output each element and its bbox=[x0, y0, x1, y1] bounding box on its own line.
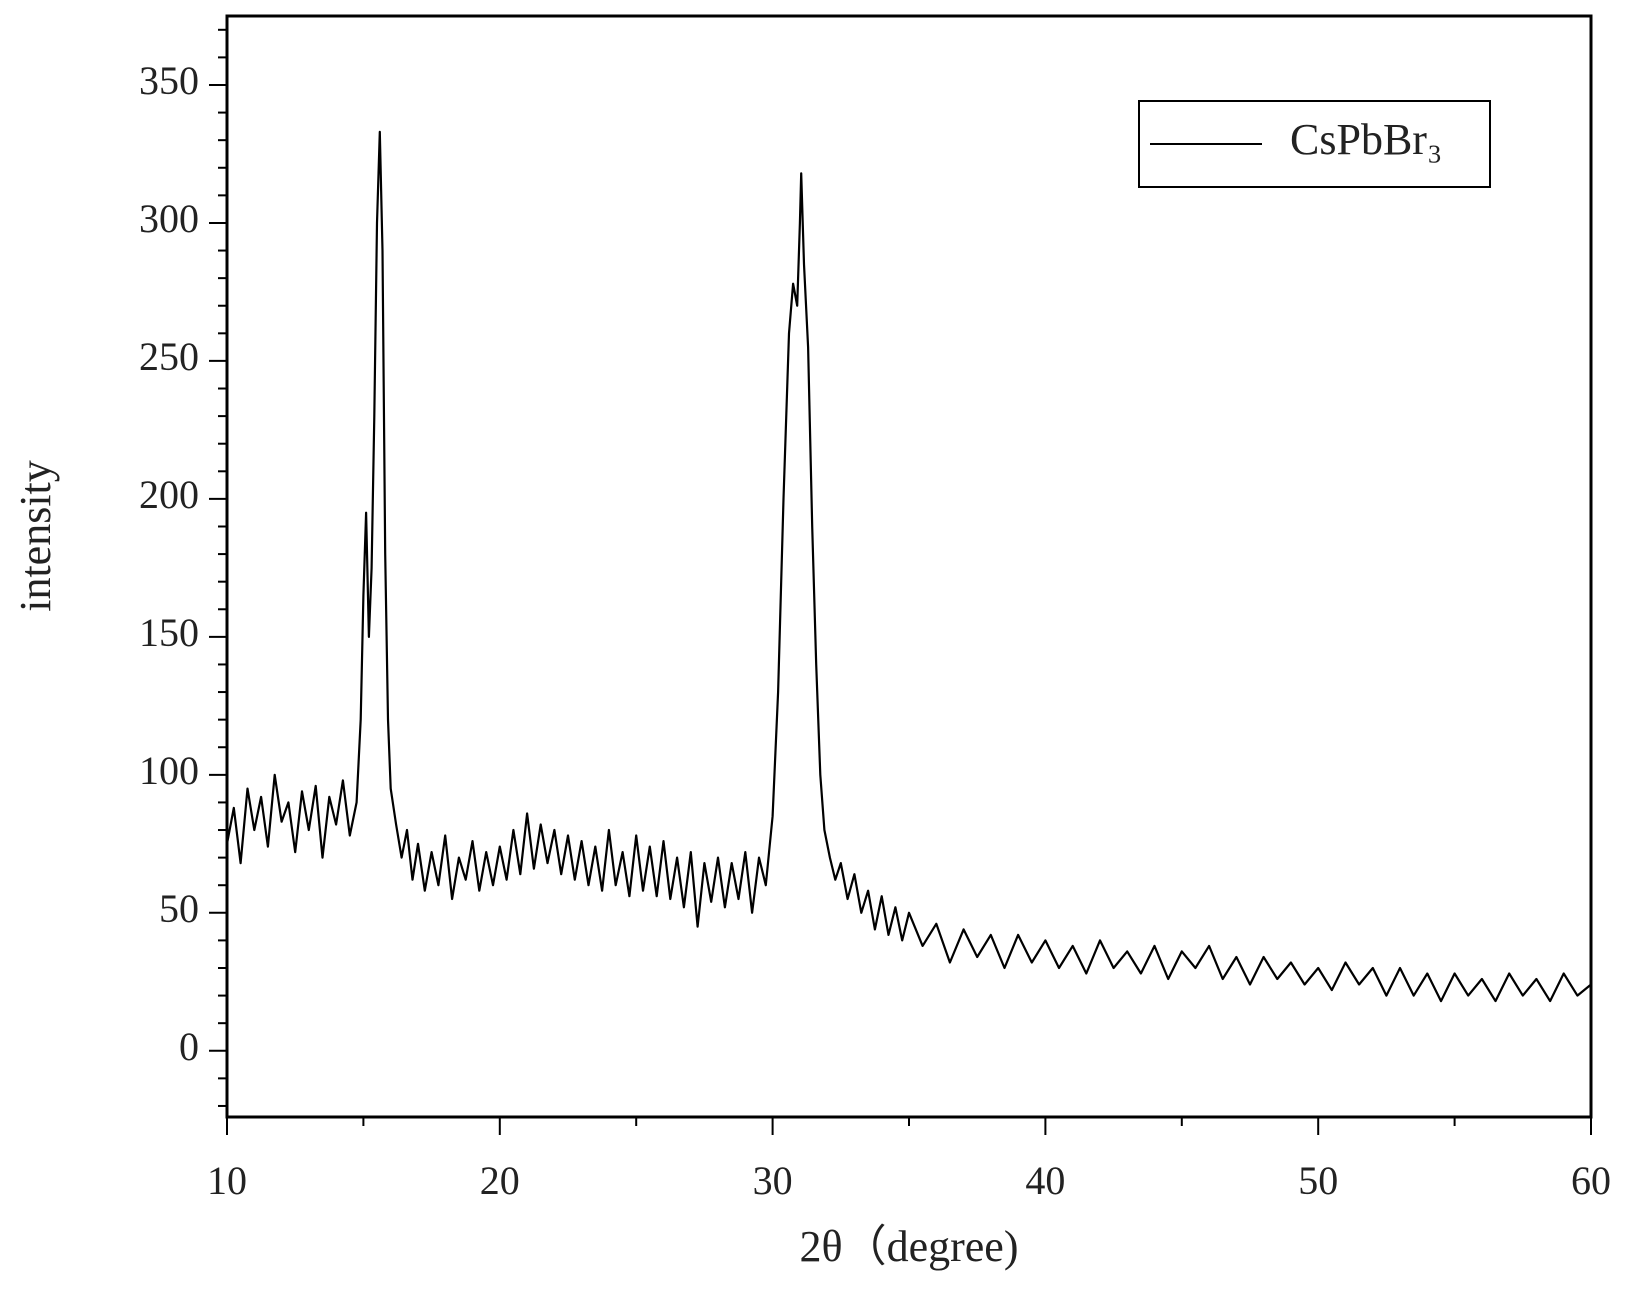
x-tick-label: 30 bbox=[753, 1158, 793, 1203]
legend-label: CsPbBr₃ bbox=[1290, 115, 1442, 164]
x-axis-title: 2θ（degree) bbox=[800, 1222, 1019, 1271]
y-tick-label: 0 bbox=[179, 1024, 199, 1069]
y-tick-label: 200 bbox=[139, 472, 199, 517]
y-tick-label: 50 bbox=[159, 886, 199, 931]
y-tick-label: 300 bbox=[139, 196, 199, 241]
y-axis-title: intensity bbox=[11, 460, 60, 612]
y-tick-label: 100 bbox=[139, 748, 199, 793]
y-tick-label: 350 bbox=[139, 58, 199, 103]
x-tick-label: 40 bbox=[1025, 1158, 1065, 1203]
data-line bbox=[225, 130, 1592, 1003]
y-tick-label: 150 bbox=[139, 610, 199, 655]
y-tick-label: 250 bbox=[139, 334, 199, 379]
x-tick-label: 60 bbox=[1571, 1158, 1611, 1203]
x-tick-label: 10 bbox=[207, 1158, 247, 1203]
x-tick-label: 50 bbox=[1298, 1158, 1338, 1203]
x-tick-label: 20 bbox=[480, 1158, 520, 1203]
